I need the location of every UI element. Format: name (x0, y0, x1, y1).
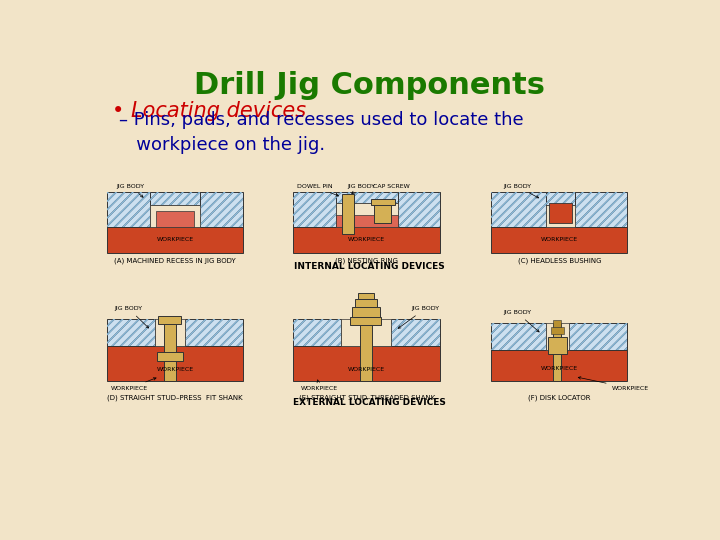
Text: DOWEL PIN: DOWEL PIN (297, 184, 338, 196)
Text: (A) MACHINED RECESS IN JIG BODY: (A) MACHINED RECESS IN JIG BODY (114, 258, 235, 265)
Bar (374, 201, 392, 222)
Bar (107, 319, 155, 346)
Bar (293, 226, 441, 253)
Bar (184, 319, 243, 346)
Bar (293, 319, 341, 346)
Bar (546, 323, 569, 350)
Bar (546, 192, 575, 205)
Bar (554, 320, 561, 327)
Text: JIG BODY: JIG BODY (398, 306, 439, 328)
Bar (107, 192, 150, 226)
Bar (342, 194, 354, 234)
Bar (155, 319, 184, 346)
Bar (360, 319, 372, 381)
Text: JIG BODY: JIG BODY (503, 310, 539, 332)
Text: JIG BODY: JIG BODY (117, 184, 145, 197)
Bar (392, 319, 441, 346)
Text: WORKPIECE: WORKPIECE (156, 238, 194, 242)
Text: • Locating devices: • Locating devices (112, 101, 306, 121)
Bar (492, 226, 627, 253)
Bar (293, 346, 441, 381)
Bar (355, 299, 377, 307)
Bar (107, 192, 150, 226)
Bar (569, 323, 627, 350)
Text: WORKPIECE: WORKPIECE (541, 238, 578, 242)
Bar (107, 226, 243, 253)
Bar (336, 192, 397, 204)
Bar (200, 192, 243, 226)
Text: WORKPIECE: WORKPIECE (348, 367, 385, 372)
Bar (336, 215, 397, 226)
Text: WORKPIECE: WORKPIECE (348, 238, 385, 242)
Bar (293, 192, 336, 226)
Bar (551, 327, 564, 334)
Text: (B) NESTING RING: (B) NESTING RING (336, 258, 398, 265)
Bar (575, 192, 627, 226)
Bar (358, 293, 374, 299)
Text: (C) HEADLESS BUSHING: (C) HEADLESS BUSHING (518, 258, 601, 265)
Text: (E) STRAIGHT STUD–THREADED SHANK: (E) STRAIGHT STUD–THREADED SHANK (299, 394, 435, 401)
Bar (293, 192, 336, 226)
Bar (492, 192, 546, 226)
Text: CAP SCREW: CAP SCREW (373, 184, 410, 189)
Text: – Pins, pads, and recesses used to locate the
   workpiece on the jig.: – Pins, pads, and recesses used to locat… (120, 111, 524, 154)
Bar (392, 319, 441, 346)
Bar (150, 205, 200, 226)
Bar (575, 192, 627, 226)
Bar (107, 346, 243, 381)
Bar (156, 211, 194, 226)
Text: EXTERNAL LOCATING DEVICES: EXTERNAL LOCATING DEVICES (292, 397, 446, 407)
Bar (397, 192, 441, 226)
Text: INTERNAL LOCATING DEVICES: INTERNAL LOCATING DEVICES (294, 262, 444, 271)
Bar (372, 199, 395, 205)
Bar (492, 192, 546, 226)
Bar (157, 352, 183, 361)
Bar (492, 323, 546, 350)
Bar (554, 323, 561, 381)
Bar (341, 319, 392, 346)
Text: WORKPIECE: WORKPIECE (541, 367, 578, 372)
Text: WORKPIECE: WORKPIECE (301, 380, 338, 391)
Bar (397, 192, 441, 226)
Bar (107, 319, 155, 346)
Bar (548, 336, 567, 354)
Text: (D) STRAIGHT STUD–PRESS  FIT SHANK: (D) STRAIGHT STUD–PRESS FIT SHANK (107, 394, 243, 401)
Text: JIG BODY: JIG BODY (114, 306, 148, 328)
Bar (352, 307, 380, 318)
Bar (158, 316, 181, 323)
Bar (163, 357, 176, 381)
Bar (200, 192, 243, 226)
Text: WORKPIECE: WORKPIECE (111, 377, 156, 391)
Bar (549, 204, 572, 224)
Bar (569, 323, 627, 350)
Text: WORKPIECE: WORKPIECE (578, 377, 649, 391)
Bar (546, 205, 575, 226)
Bar (336, 204, 397, 226)
Bar (150, 192, 200, 205)
Text: WORKPIECE: WORKPIECE (156, 367, 194, 372)
Text: JIG BODY: JIG BODY (503, 184, 539, 198)
Bar (351, 318, 382, 325)
Text: JIG BODY: JIG BODY (347, 184, 375, 194)
Bar (336, 192, 397, 204)
Text: (F) DISK LOCATOR: (F) DISK LOCATOR (528, 394, 590, 401)
Bar (150, 192, 200, 205)
Bar (163, 319, 176, 357)
Bar (293, 319, 341, 346)
Bar (492, 350, 627, 381)
Bar (184, 319, 243, 346)
Text: Drill Jig Components: Drill Jig Components (194, 71, 544, 100)
Bar (546, 192, 575, 205)
Bar (492, 323, 546, 350)
